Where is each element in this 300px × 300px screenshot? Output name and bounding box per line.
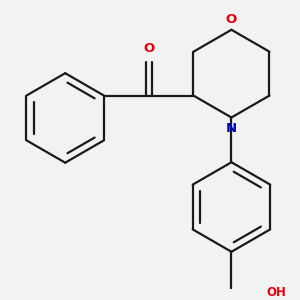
Text: O: O	[226, 13, 237, 26]
Text: OH: OH	[266, 286, 286, 298]
Text: O: O	[143, 42, 154, 55]
Text: N: N	[226, 122, 237, 135]
